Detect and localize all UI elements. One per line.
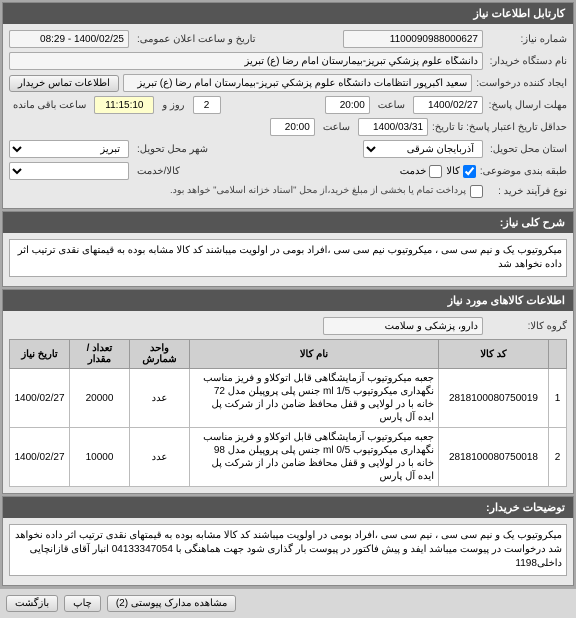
back-button[interactable]: بازگشت — [6, 595, 58, 612]
info-panel-header: کارتابل اطلاعات نیاز — [3, 3, 573, 24]
remain-suffix-label: ساعت باقی مانده — [9, 100, 90, 111]
desc-panel: شرح کلی نیاز: — [2, 211, 574, 287]
buyer-org-label: نام دستگاه خریدار: — [487, 56, 567, 67]
service-checkbox-label: خدمت — [400, 166, 427, 177]
cell-unit: عدد — [130, 428, 190, 487]
validity-time-input[interactable] — [270, 118, 315, 136]
contact-button[interactable]: اطلاعات تماس خریدار — [9, 75, 119, 92]
buyer-desc-panel: توضیحات خریدار: — [2, 496, 574, 586]
items-panel-body: گروه کالا: کد کالا نام کالا واحد شمارش ت… — [3, 311, 573, 493]
desc-panel-header: شرح کلی نیاز: — [3, 212, 573, 233]
creator-label: ایجاد کننده درخواست: — [476, 78, 567, 89]
th-code: کد کالا — [439, 340, 549, 369]
reply-time-input[interactable] — [325, 96, 370, 114]
buyer-desc-body — [3, 518, 573, 585]
delivery-state-select[interactable]: آذربایجان شرقی — [363, 140, 483, 158]
cell-idx: 2 — [549, 428, 567, 487]
goods-group-input — [323, 317, 483, 335]
footer-buttons: مشاهده مدارک پیوستی (2) چاپ بازگشت — [0, 588, 576, 618]
process-type-label: نوع فرآیند خرید : — [487, 186, 567, 197]
items-table: کد کالا نام کالا واحد شمارش تعداد / مقدا… — [9, 339, 567, 487]
th-qty: تعداد / مقدار — [70, 340, 130, 369]
cell-date: 1400/02/27 — [10, 428, 70, 487]
cell-name: جعبه میکروتیوب آزمایشگاهی قابل اتوکلاو و… — [190, 428, 439, 487]
table-row[interactable]: 2 2818100080750018 جعبه میکروتیوب آزمایش… — [10, 428, 567, 487]
items-tbody: 1 2818100080750019 جعبه میکروتیوب آزمایش… — [10, 369, 567, 487]
good-checkbox[interactable] — [463, 165, 476, 178]
need-no-input — [343, 30, 483, 48]
saat-label-2: ساعت — [319, 122, 354, 133]
reply-deadline-label: مهلت ارسال پاسخ: — [487, 100, 567, 111]
need-no-label: شماره نیاز: — [487, 34, 567, 45]
time-remain-input — [94, 96, 154, 114]
cell-code: 2818100080750019 — [439, 369, 549, 428]
items-panel-header: اطلاعات کالاهای مورد نیاز — [3, 290, 573, 311]
print-button[interactable]: چاپ — [64, 595, 101, 612]
goods-service-label: کالا/خدمت — [133, 166, 184, 177]
process-hint: پرداخت تمام یا بخشی از مبلغ خرید،از محل … — [170, 184, 466, 198]
buyer-desc-textarea[interactable] — [9, 524, 567, 576]
saat-label-1: ساعت — [374, 100, 409, 111]
attachments-button[interactable]: مشاهده مدارک پیوستی (2) — [107, 595, 237, 612]
delivery-state-label: استان محل تحویل: — [487, 144, 567, 155]
th-idx — [549, 340, 567, 369]
desc-textarea[interactable] — [9, 239, 567, 277]
cell-name: جعبه میکروتیوب آزمایشگاهی قابل اتوکلاو و… — [190, 369, 439, 428]
info-panel: کارتابل اطلاعات نیاز شماره نیاز: تاریخ و… — [2, 2, 574, 209]
th-date: تاریخ نیاز — [10, 340, 70, 369]
days-remain-input — [193, 96, 221, 114]
cell-qty: 20000 — [70, 369, 130, 428]
table-header-row: کد کالا نام کالا واحد شمارش تعداد / مقدا… — [10, 340, 567, 369]
good-checkbox-wrap[interactable]: کالا — [446, 165, 476, 178]
items-panel: اطلاعات کالاهای مورد نیاز گروه کالا: کد … — [2, 289, 574, 494]
good-checkbox-label: کالا — [446, 166, 460, 177]
cell-idx: 1 — [549, 369, 567, 428]
info-panel-body: شماره نیاز: تاریخ و ساعت اعلان عمومی: نا… — [3, 24, 573, 208]
cell-code: 2818100080750018 — [439, 428, 549, 487]
desc-panel-body — [3, 233, 573, 286]
rooz-label: روز و — [158, 100, 188, 111]
service-checkbox-wrap[interactable]: خدمت — [400, 165, 443, 178]
table-row[interactable]: 1 2818100080750019 جعبه میکروتیوب آزمایش… — [10, 369, 567, 428]
th-unit: واحد شمارش — [130, 340, 190, 369]
reply-date-input[interactable] — [413, 96, 483, 114]
creator-input — [123, 74, 472, 92]
classify-label: طبقه بندی موضوعی: — [480, 166, 567, 177]
validity-date-input[interactable] — [358, 118, 428, 136]
service-checkbox[interactable] — [429, 165, 442, 178]
cell-date: 1400/02/27 — [10, 369, 70, 428]
cell-unit: عدد — [130, 369, 190, 428]
cell-qty: 10000 — [70, 428, 130, 487]
validity-label: حداقل تاریخ اعتبار پاسخ: تا تاریخ: — [432, 122, 567, 133]
delivery-city-label: شهر محل تحویل: — [133, 144, 212, 155]
announce-label: تاریخ و ساعت اعلان عمومی: — [133, 34, 260, 45]
th-name: نام کالا — [190, 340, 439, 369]
buyer-org-input — [9, 52, 483, 70]
goods-service-select[interactable] — [9, 162, 129, 180]
buyer-desc-header: توضیحات خریدار: — [3, 497, 573, 518]
process-checkbox[interactable] — [470, 185, 483, 198]
announce-input — [9, 30, 129, 48]
goods-group-label: گروه کالا: — [487, 321, 567, 332]
delivery-city-select[interactable]: تبريز — [9, 140, 129, 158]
